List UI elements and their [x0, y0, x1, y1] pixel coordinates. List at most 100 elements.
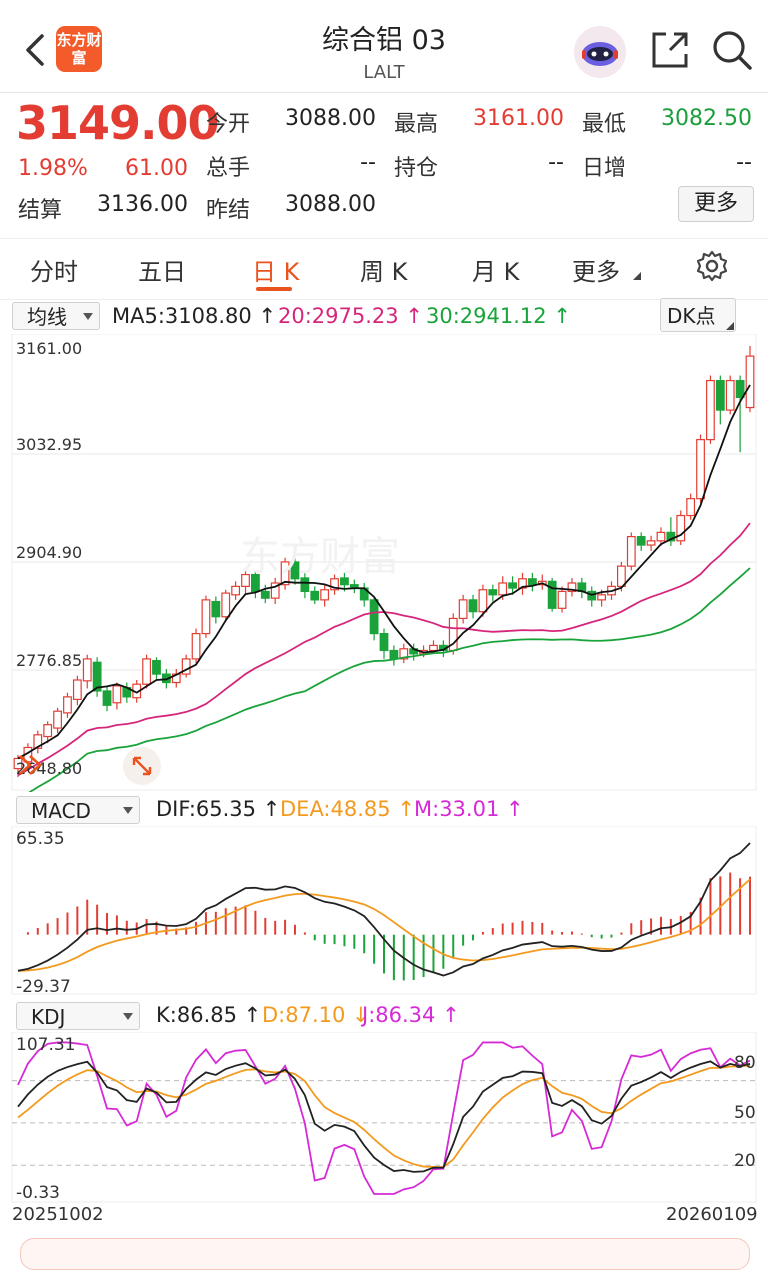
search-icon[interactable]	[710, 28, 754, 72]
volume-value: --	[360, 150, 376, 175]
dk-point-button[interactable]: DK点	[660, 298, 736, 332]
dif-line	[17, 842, 751, 977]
app-logo: 东方财富	[56, 26, 102, 72]
tab-five-day[interactable]: 五日	[138, 258, 186, 286]
kdj-level-20: 20	[734, 1151, 756, 1171]
price-tick-label: 2904.90	[16, 543, 82, 562]
settle-value: 3136.00	[97, 192, 188, 217]
volume-label: 总手	[206, 156, 251, 181]
candle-up	[181, 658, 191, 675]
back-icon[interactable]	[20, 32, 48, 68]
tab-daily-k[interactable]: 日 K	[252, 258, 300, 286]
last-price: 3149.00	[16, 96, 220, 150]
dk-point-label: DK点	[667, 304, 716, 328]
candle-up	[626, 536, 636, 567]
tab-intraday[interactable]: 分时	[30, 258, 78, 286]
page-title: 综合铝 03	[322, 25, 446, 56]
macd-select-value: MACD	[31, 799, 91, 823]
candle-up	[518, 578, 527, 589]
m-value: M:33.01	[414, 797, 500, 821]
price-tick-label: 3161.00	[16, 339, 82, 358]
candle-down	[102, 690, 112, 706]
macd-select[interactable]: MACD	[16, 796, 140, 824]
candle-up	[676, 514, 686, 542]
app-header: 东方财富 综合铝 03 LALT	[0, 0, 768, 93]
kdj-chart[interactable]: 107.31 -0.33 80 50 20	[0, 1032, 768, 1204]
tab-monthly-k[interactable]: 月 K	[472, 258, 520, 286]
candle-down	[290, 561, 300, 580]
candle-down	[369, 599, 379, 635]
macd-bottom-label: -29.37	[16, 977, 71, 996]
candle-up	[725, 379, 735, 411]
up-arrow-icon: ↑	[398, 304, 423, 328]
candle-down	[547, 580, 557, 609]
candle-up	[617, 565, 626, 587]
candle-up	[646, 540, 656, 546]
dropdown-arrow-icon	[123, 807, 133, 814]
candle-up	[241, 573, 250, 587]
dif-value: DIF:65.35	[156, 797, 257, 821]
settle-label: 结算	[18, 198, 63, 223]
candle-up	[112, 685, 122, 704]
share-icon[interactable]	[650, 30, 690, 70]
watermark: 东方财富	[240, 534, 400, 580]
up-arrow-icon: ↑	[435, 1003, 460, 1027]
d-legend: D:87.10 ↓	[262, 1003, 370, 1027]
expand-left-icon[interactable]	[16, 752, 46, 778]
ma30-legend: 30:2941.12 ↑	[426, 304, 571, 328]
fullscreen-icon[interactable]	[122, 746, 162, 786]
candle-down	[527, 578, 537, 586]
candle-down	[260, 590, 270, 599]
daily-increase-label: 日增	[582, 156, 627, 181]
candle-up	[63, 696, 72, 714]
tab-more[interactable]: 更多	[572, 252, 620, 287]
candle-up	[557, 590, 567, 609]
candle-down	[379, 633, 389, 652]
open-label: 今开	[206, 112, 251, 137]
low-label: 最低	[582, 112, 627, 137]
indicator-select[interactable]: 均线	[12, 302, 100, 330]
prev-settle-value: 3088.00	[285, 192, 376, 217]
up-arrow-icon: ↑	[546, 304, 571, 328]
candle-up	[231, 585, 241, 596]
more-quote-button[interactable]: 更多	[678, 186, 754, 222]
up-arrow-icon: ↑	[236, 1003, 262, 1027]
up-arrow-icon: ↑	[390, 797, 415, 821]
active-tab-indicator	[256, 287, 292, 291]
kdj-level-80: 80	[734, 1053, 756, 1073]
candle-down	[92, 661, 102, 692]
candle-up	[399, 648, 409, 660]
price-tick-label: 3032.95	[16, 435, 82, 454]
k-value: K:86.85	[156, 1003, 237, 1027]
bottom-banner[interactable]	[20, 1238, 750, 1270]
candle-up	[478, 589, 488, 613]
change-amount: 61.00	[125, 156, 188, 181]
candle-up	[142, 658, 151, 685]
j-line	[17, 1041, 751, 1195]
candle-up	[567, 582, 577, 593]
change-percent: 1.98%	[18, 156, 88, 181]
kdj-frame	[11, 1032, 757, 1203]
candle-up	[191, 633, 201, 660]
position-label: 持仓	[394, 156, 439, 181]
high-label: 最高	[394, 112, 439, 137]
tab-more-corner-icon	[633, 272, 641, 280]
candle-down	[310, 590, 320, 601]
candle-up	[201, 599, 211, 635]
candle-up	[458, 599, 468, 620]
candle-up	[330, 578, 339, 591]
dk-corner-icon	[726, 322, 734, 330]
settings-gear-icon[interactable]	[696, 250, 728, 282]
candle-up	[270, 582, 280, 599]
price-tick-label: 2776.85	[16, 651, 82, 670]
candle-down	[735, 379, 745, 399]
m-legend: M:33.01 ↑	[414, 797, 524, 821]
tab-weekly-k[interactable]: 周 K	[360, 258, 408, 286]
down-arrow-icon: ↓	[345, 1003, 370, 1027]
robot-assistant-icon[interactable]	[572, 24, 628, 80]
end-date: 20260109	[666, 1204, 758, 1225]
candle-down	[468, 599, 478, 613]
kdj-select[interactable]: KDJ	[16, 1002, 140, 1030]
macd-chart[interactable]: 65.35 -29.37	[0, 826, 768, 996]
